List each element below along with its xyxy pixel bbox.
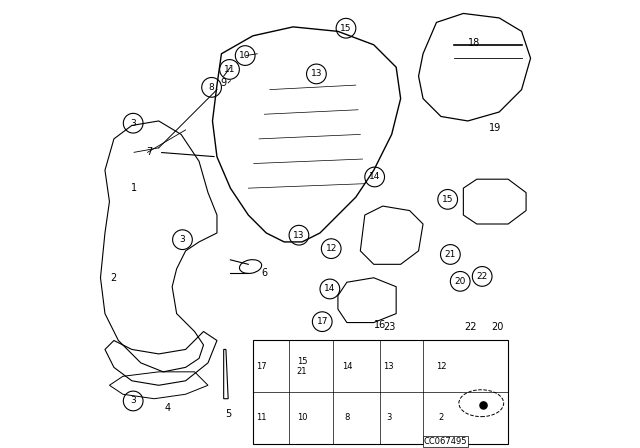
Text: 21: 21 — [445, 250, 456, 259]
Text: 10: 10 — [297, 413, 307, 422]
Text: 11: 11 — [257, 413, 267, 422]
Text: 8: 8 — [344, 413, 349, 422]
Text: 17: 17 — [317, 317, 328, 326]
Text: 14: 14 — [369, 172, 380, 181]
Text: 14: 14 — [324, 284, 335, 293]
Text: 3: 3 — [386, 413, 391, 422]
Text: 16: 16 — [374, 320, 387, 330]
Text: 13: 13 — [293, 231, 305, 240]
Text: 5: 5 — [225, 409, 231, 419]
Text: 19: 19 — [488, 123, 501, 133]
Text: 11: 11 — [224, 65, 236, 74]
Text: 17: 17 — [257, 362, 267, 371]
Text: 13: 13 — [310, 69, 322, 78]
Text: 20: 20 — [454, 277, 466, 286]
Text: 4: 4 — [164, 403, 171, 413]
Text: 1: 1 — [131, 183, 137, 193]
Text: 22: 22 — [477, 272, 488, 281]
Text: 7: 7 — [146, 147, 152, 157]
Text: 15
21: 15 21 — [297, 357, 307, 376]
Text: 9: 9 — [221, 78, 227, 88]
Text: 23: 23 — [383, 322, 396, 332]
Text: 2: 2 — [438, 413, 444, 422]
Text: 10: 10 — [239, 51, 251, 60]
Text: 2: 2 — [110, 273, 116, 283]
Text: 3: 3 — [180, 235, 186, 244]
Text: 13: 13 — [383, 362, 394, 371]
Text: 8: 8 — [209, 83, 214, 92]
Circle shape — [480, 402, 487, 409]
Text: 6: 6 — [261, 268, 267, 278]
Text: 3: 3 — [131, 396, 136, 405]
Text: 3: 3 — [131, 119, 136, 128]
Text: 15: 15 — [442, 195, 453, 204]
Text: 18: 18 — [468, 38, 481, 47]
Text: 14: 14 — [342, 362, 352, 371]
Text: 12: 12 — [436, 362, 446, 371]
Text: CC067495: CC067495 — [424, 437, 467, 446]
Text: 12: 12 — [326, 244, 337, 253]
Text: 20: 20 — [491, 322, 503, 332]
Text: 22: 22 — [464, 322, 476, 332]
Text: 15: 15 — [340, 24, 352, 33]
